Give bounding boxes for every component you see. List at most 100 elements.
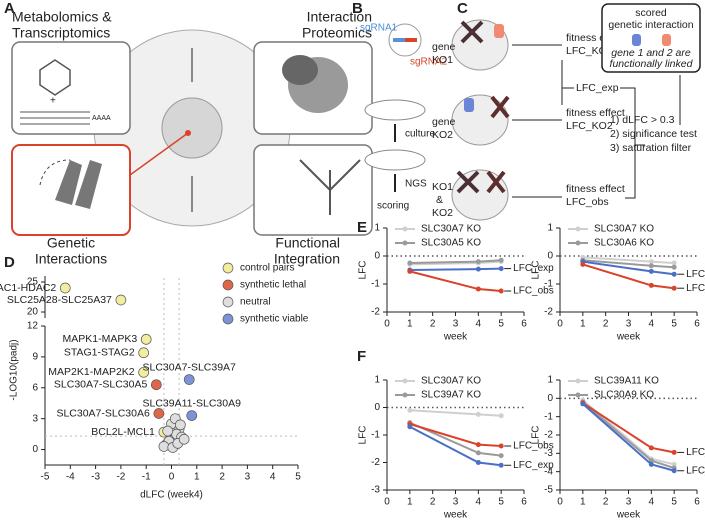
point-label: HDAC1-HDAC2: [0, 282, 56, 294]
legend-label: SLC30A7 KO: [421, 224, 481, 235]
panel-label: B: [352, 0, 363, 17]
y-tick-label: -3: [371, 485, 380, 496]
x-tick-label: 0: [557, 319, 563, 330]
legend-label: synthetic viable: [240, 314, 309, 325]
legend-marker: [402, 378, 408, 384]
label: Interaction: [307, 9, 372, 25]
legend-marker: [575, 226, 581, 232]
x-tick-label: 6: [521, 497, 527, 508]
x-tick-label: 3: [626, 497, 632, 508]
y-tick-label: 3: [32, 413, 38, 424]
end-label: LFC_exp: [513, 460, 554, 471]
protein: [494, 24, 504, 38]
y-tick-label: 0: [547, 393, 553, 404]
y-tick-label: -5: [544, 485, 553, 496]
point: [498, 413, 504, 419]
plus: +: [50, 96, 56, 107]
x-tick-label: 2: [603, 319, 609, 330]
point: [580, 261, 586, 267]
x-axis-label: week: [443, 332, 468, 343]
legend-label: neutral: [240, 297, 271, 308]
legend-label: control pairs: [240, 263, 294, 274]
point: [115, 294, 127, 306]
end-label: LFC_obs: [686, 283, 705, 294]
end-label: LFC_obs: [513, 441, 554, 452]
x-axis-label: week: [616, 332, 641, 343]
legend-marker: [575, 392, 581, 398]
y-tick-label: -2: [544, 307, 553, 318]
x-tick-label: 0: [557, 497, 563, 508]
point-label: SLC39A11-SLC30A9: [143, 397, 242, 409]
x-tick-label: 3: [245, 472, 251, 483]
point-label: SLC25A28-SLC25A37: [7, 294, 112, 306]
point: [153, 408, 165, 419]
x-tick-label: 2: [430, 319, 436, 330]
end-label: LFC_exp: [686, 465, 705, 476]
box: [11, 41, 131, 135]
x-tick-label: -2: [116, 472, 125, 483]
label: LFC_exp: [576, 82, 619, 94]
end-label: LFC_exp: [686, 269, 705, 280]
point-label: MAP2K1-MAP2K2: [48, 366, 135, 378]
point: [648, 259, 654, 265]
y-tick-label: 1: [547, 223, 553, 234]
point: [475, 259, 481, 265]
point-label: SLC30A7-SLC30A6: [56, 407, 150, 419]
y-axis-label: -LOG10(padj): [9, 339, 20, 400]
y-tick-label: 1: [374, 223, 380, 234]
y-tick-label: 0: [374, 251, 380, 262]
point-label: BCL2L-MCL1: [91, 426, 155, 438]
point: [498, 266, 504, 272]
legend-marker: [222, 279, 234, 291]
point: [648, 461, 654, 467]
x-tick-label: 4: [476, 497, 482, 508]
label: gene: [432, 116, 456, 128]
label: Proteomics: [302, 25, 372, 41]
legend-label: SLC30A7 KO: [594, 224, 654, 235]
y-axis-label: LFC: [358, 261, 369, 280]
y-tick-label: -2: [371, 307, 380, 318]
label: KO2: [432, 129, 453, 141]
ko-mark: [456, 20, 484, 194]
point: [162, 425, 174, 437]
label: &: [436, 194, 443, 206]
x-axis-label: dLFC (week4): [140, 490, 203, 501]
series-line: [409, 409, 502, 417]
x-tick-label: 3: [453, 319, 459, 330]
bracket: [561, 60, 574, 105]
point: [407, 407, 413, 413]
point: [648, 263, 654, 269]
legend-label: SLC30A9 KO: [594, 390, 654, 401]
legend-label: SLC39A11 KO: [594, 376, 659, 387]
series-line: [409, 267, 502, 271]
y-tick-label: 0: [32, 444, 38, 455]
x-tick-label: 5: [498, 497, 504, 508]
point: [150, 379, 162, 391]
label: Interactions: [35, 251, 107, 267]
x-tick-label: 4: [649, 497, 655, 508]
protein: [464, 98, 474, 112]
y-tick-label: -3: [544, 448, 553, 459]
y-axis-label: LFC: [531, 426, 542, 445]
x-tick-label: -4: [66, 472, 75, 483]
arrow: [512, 44, 562, 198]
y-tick-label: -4: [544, 466, 553, 477]
y-tick-label: -1: [544, 279, 553, 290]
label: scored: [635, 7, 667, 19]
link: [129, 132, 189, 176]
box: [253, 144, 373, 236]
x-tick-label: 3: [626, 319, 632, 330]
y-axis-label: LFC: [358, 426, 369, 445]
nucleus: [161, 97, 223, 159]
point: [138, 347, 150, 359]
label: gene 1 and 2 are: [611, 47, 691, 59]
legend-marker: [402, 226, 408, 232]
x-axis-label: week: [616, 510, 641, 521]
x-tick-label: 5: [671, 319, 677, 330]
x-tick-label: 1: [407, 497, 413, 508]
tree: [299, 159, 361, 215]
legend-marker: [222, 296, 234, 308]
point: [498, 288, 504, 294]
x-tick-label: 5: [498, 319, 504, 330]
